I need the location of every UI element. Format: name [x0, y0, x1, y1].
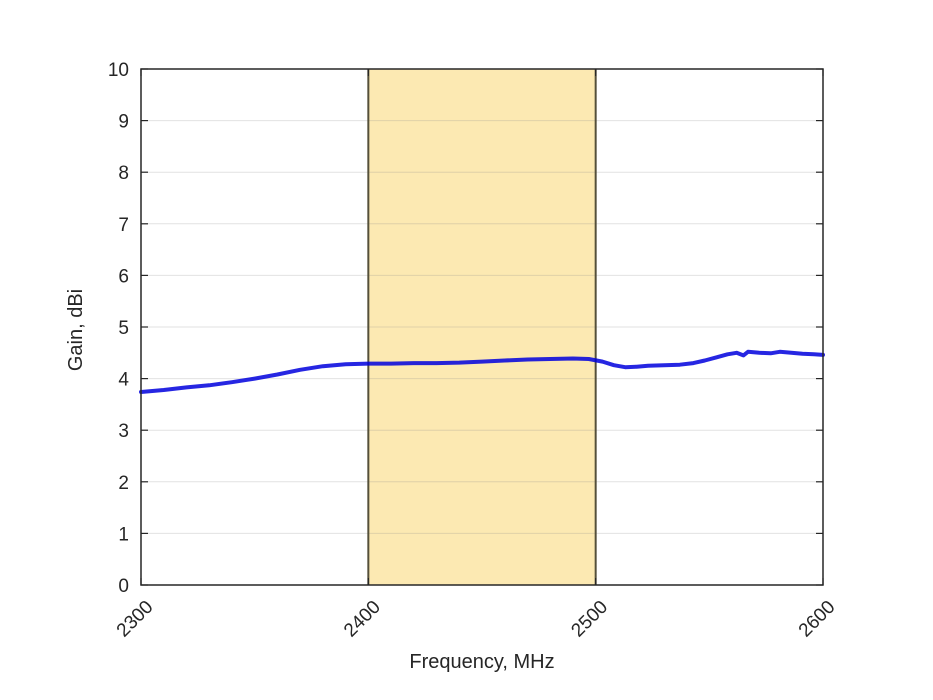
y-axis-label: Gain, dBi	[65, 289, 87, 371]
y-tick-label: 4	[118, 370, 129, 391]
band-edge-lines	[367, 69, 597, 585]
x-tick-labels: 2300 2400 2500 2600	[113, 597, 840, 642]
y-tick-labels: 0 1 2 3 4 5 6 7 8 9 10	[108, 60, 130, 597]
x-tick-label: 2400	[340, 597, 385, 642]
x-axis-label: Frequency, MHz	[409, 651, 554, 673]
y-tick-label: 2	[118, 473, 129, 494]
band-region	[368, 69, 596, 585]
x-tick-label: 2300	[113, 597, 158, 642]
y-tick-label: 1	[118, 524, 129, 545]
gain-line-series	[139, 349, 825, 394]
y-tick-label: 9	[118, 112, 129, 133]
x-tick-label: 2500	[567, 597, 612, 642]
y-tick-label: 7	[118, 215, 129, 236]
y-tick-label: 6	[118, 266, 129, 287]
y-tick-label: 5	[118, 318, 129, 339]
gain-line	[139, 349, 825, 394]
band-fill	[368, 69, 596, 585]
y-tick-label: 10	[108, 60, 129, 81]
y-tick-label: 0	[118, 576, 129, 597]
x-tick-label: 2600	[795, 597, 840, 642]
y-tick-label: 3	[118, 421, 129, 442]
y-tick-label: 8	[118, 163, 129, 184]
axis-ticks	[140, 68, 824, 586]
